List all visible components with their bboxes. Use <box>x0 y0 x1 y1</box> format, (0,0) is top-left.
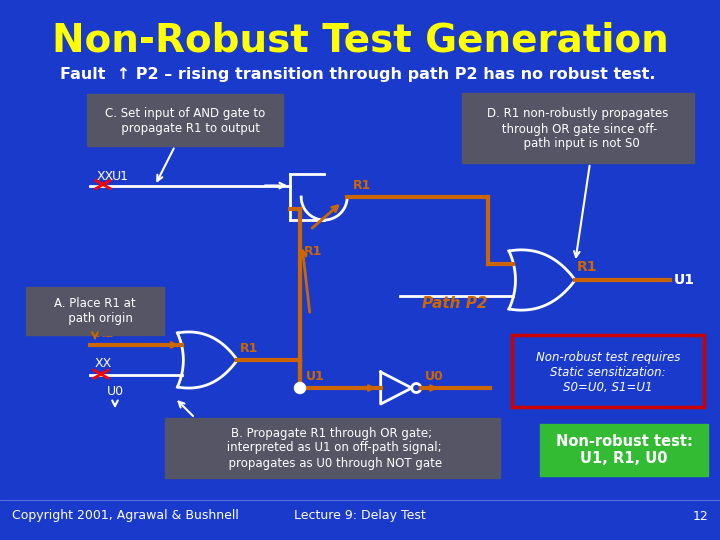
Text: 12: 12 <box>692 510 708 523</box>
FancyBboxPatch shape <box>87 94 283 146</box>
Text: U0: U0 <box>107 385 124 398</box>
Text: U1: U1 <box>674 273 695 287</box>
Text: B. Propagate R1 through OR gate;
 interpreted as U1 on off-path signal;
  propag: B. Propagate R1 through OR gate; interpr… <box>222 427 443 469</box>
Text: Fault  ↑ P2 – rising transition through path P2 has no robust test.: Fault ↑ P2 – rising transition through p… <box>60 66 656 82</box>
Text: R1: R1 <box>240 342 258 355</box>
Text: XX: XX <box>97 171 114 184</box>
Text: Path P2: Path P2 <box>422 296 487 311</box>
FancyBboxPatch shape <box>540 424 708 476</box>
FancyBboxPatch shape <box>512 335 704 407</box>
FancyBboxPatch shape <box>462 93 694 163</box>
Text: Copyright 2001, Agrawal & Bushnell: Copyright 2001, Agrawal & Bushnell <box>12 510 239 523</box>
Text: Non-robust test:
U1, R1, U0: Non-robust test: U1, R1, U0 <box>556 434 693 466</box>
Text: Non-Robust Test Generation: Non-Robust Test Generation <box>52 21 668 59</box>
Text: R1: R1 <box>304 245 323 258</box>
Text: A. Place R1 at
   path origin: A. Place R1 at path origin <box>54 297 136 325</box>
Text: C. Set input of AND gate to
   propagate R1 to output: C. Set input of AND gate to propagate R1… <box>105 107 265 135</box>
Text: D. R1 non-robustly propagates
 through OR gate since off-
  path input is not S0: D. R1 non-robustly propagates through OR… <box>487 107 669 151</box>
Text: U1: U1 <box>112 171 129 184</box>
Text: Non-robust test requires
Static sensitization:
S0=U0, S1=U1: Non-robust test requires Static sensitiz… <box>536 350 680 394</box>
Text: Lecture 9: Delay Test: Lecture 9: Delay Test <box>294 510 426 523</box>
Text: R1: R1 <box>577 260 598 274</box>
Circle shape <box>294 382 305 394</box>
FancyBboxPatch shape <box>26 287 164 335</box>
Text: R1: R1 <box>96 327 114 340</box>
Text: XX: XX <box>95 357 112 370</box>
Text: R1: R1 <box>354 179 372 192</box>
Text: U0: U0 <box>425 370 444 383</box>
FancyBboxPatch shape <box>165 418 500 478</box>
Text: U1: U1 <box>306 370 325 383</box>
